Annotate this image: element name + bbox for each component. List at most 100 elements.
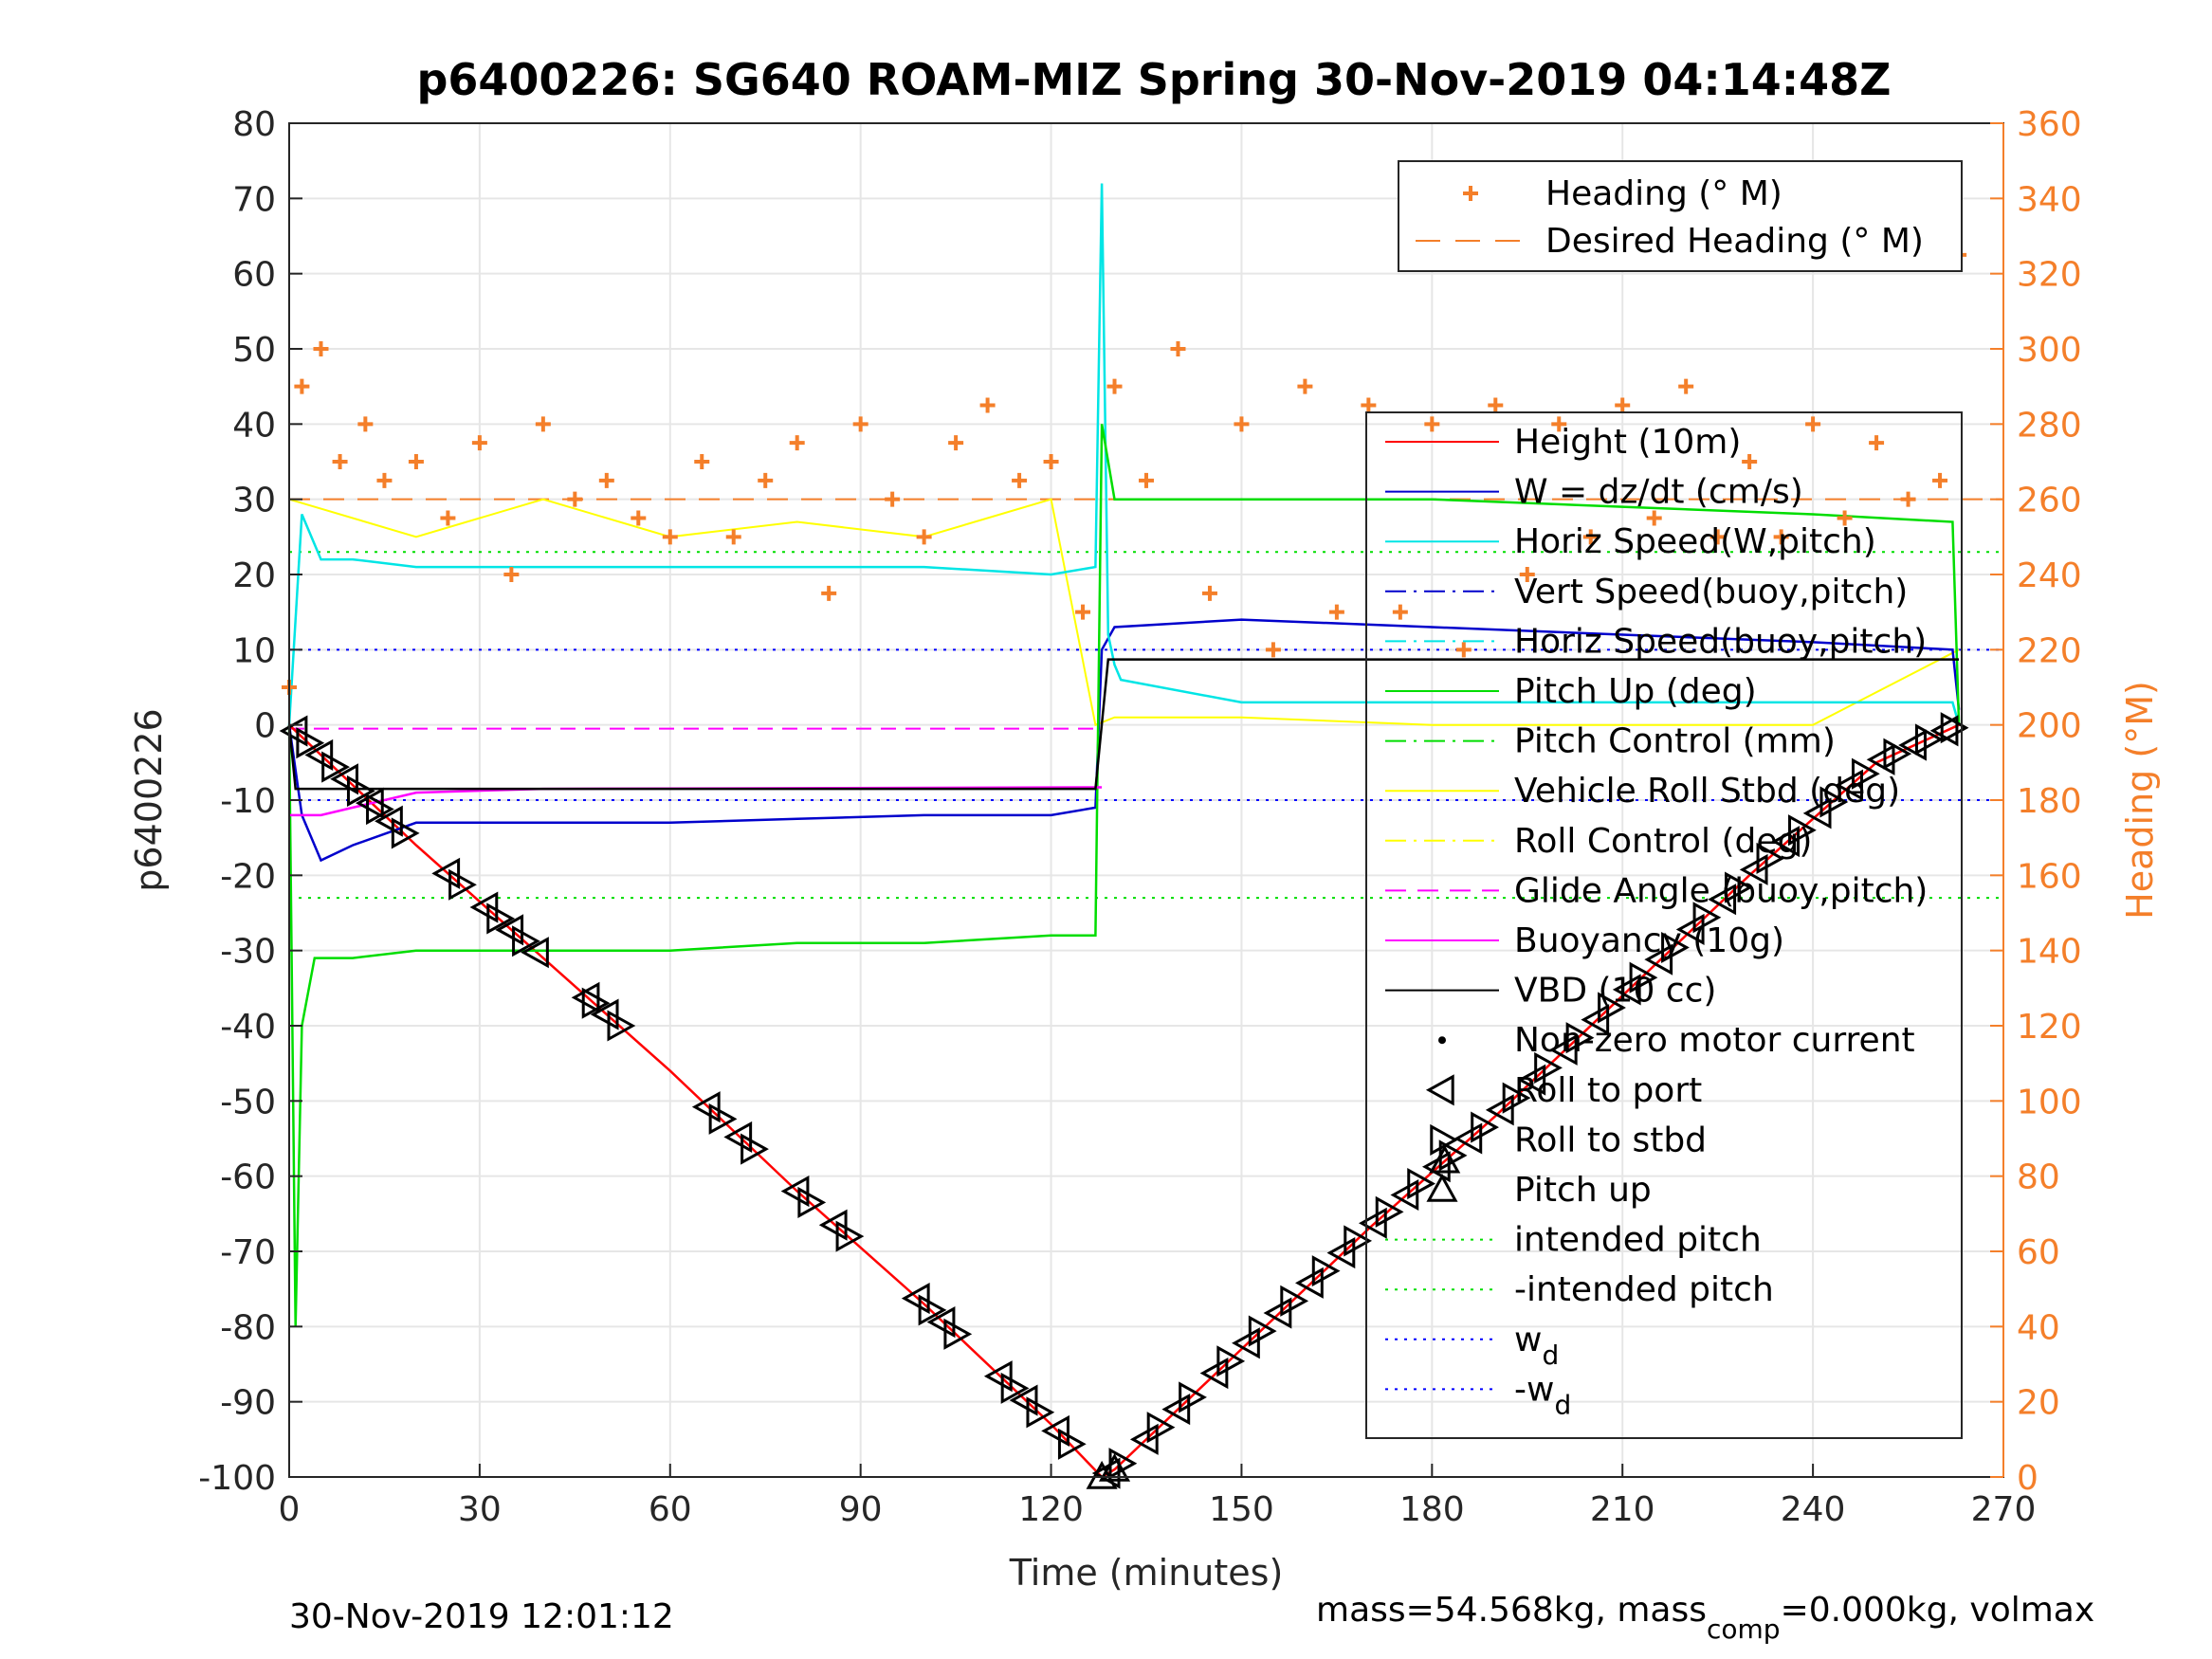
x-axis: 0 30 60 90 120 150 180 210 240 270	[279, 1464, 2036, 1529]
roll-to-stbd-marker	[607, 1010, 636, 1042]
roll-to-port-marker	[983, 1360, 1013, 1393]
roll-to-port-marker	[1041, 1414, 1069, 1447]
heading-point	[1043, 454, 1059, 469]
legend-label: Heading (° M)	[1545, 174, 1782, 213]
roll-to-stbd-marker	[296, 727, 325, 759]
roll-to-port-marker	[1485, 1094, 1514, 1126]
x-axis-label: Time (minutes)	[1009, 1552, 1284, 1594]
roll-to-stbd-marker	[1248, 1315, 1277, 1347]
roll-to-port-marker	[1581, 1004, 1610, 1036]
roll-to-stbd-marker	[1179, 1381, 1207, 1413]
roll-to-port-marker	[691, 1091, 721, 1123]
heading-point	[1328, 604, 1344, 620]
roll-to-port-marker	[926, 1306, 956, 1339]
chart-title: p6400226: SG640 ROAM-MIZ Spring 30-Nov-2…	[416, 54, 1891, 105]
y-left-tick-label: 80	[232, 105, 276, 144]
roll-to-port-marker	[1866, 743, 1895, 775]
legend-label: Vehicle Roll Stbd (deg)	[1514, 772, 1900, 811]
x-tick-label: 30	[458, 1490, 502, 1529]
roll-to-port-marker	[1675, 913, 1705, 946]
y-right-tick-label: 200	[2017, 707, 2082, 746]
y-left-tick-label: -50	[220, 1083, 276, 1121]
series-horiz-speed-w-pitch	[287, 183, 1961, 726]
legend-label: Non-zero motor current	[1514, 1021, 1915, 1060]
heading-point	[376, 472, 393, 488]
roll-to-stbd-marker	[1756, 842, 1785, 875]
heading-point	[1106, 378, 1123, 394]
heading-point	[948, 435, 964, 451]
roll-to-stbd-marker	[1788, 814, 1817, 847]
y-right-tick-label: 360	[2017, 105, 2082, 144]
y-left-tick-label: 10	[232, 631, 276, 670]
heading-point	[725, 529, 741, 545]
heading-point	[821, 585, 837, 601]
y-right-tick-label: 280	[2017, 406, 2082, 445]
heading-point	[1424, 416, 1440, 432]
heading-point	[1805, 416, 1821, 432]
heading-point	[313, 341, 329, 356]
roll-to-stbd-marker	[366, 793, 394, 826]
heading-legend-box	[1398, 160, 1963, 272]
heading-point	[1869, 435, 1885, 451]
y-left-tick-label: 50	[232, 331, 276, 370]
y-axis-label-right: Heading (°M)	[2119, 681, 2161, 920]
y-left-tick-label: 20	[232, 556, 276, 595]
series-pitch-up-deg	[287, 424, 1961, 1327]
heading-point	[332, 454, 348, 469]
roll-to-stbd-marker	[918, 1294, 947, 1326]
heading-point	[598, 472, 614, 488]
roll-to-stbd-marker	[1661, 931, 1690, 964]
roll-to-stbd-marker	[321, 751, 350, 783]
y-right-tick-label: 260	[2017, 482, 2082, 520]
series-w-dz-dt-cm-s	[287, 618, 1961, 863]
roll-to-stbd-marker	[1598, 992, 1626, 1024]
heading-point	[789, 435, 805, 451]
heading-point	[1837, 510, 1853, 526]
roll-to-port-marker	[1929, 715, 1959, 747]
legend-swatch	[1426, 1173, 1458, 1202]
roll-to-port-marker	[469, 891, 499, 923]
y-left-tick-label: -30	[220, 933, 276, 972]
roll-to-stbd-marker	[1000, 1372, 1030, 1404]
roll-to-port-marker	[1771, 826, 1801, 858]
roll-to-port-marker	[1161, 1394, 1191, 1426]
legend-label: intended pitch	[1514, 1221, 1762, 1260]
y-left-tick-label: -100	[198, 1459, 276, 1498]
roll-to-port-marker	[1802, 797, 1832, 830]
legend-label-subscript: d	[1554, 1389, 1571, 1420]
roll-to-port-marker	[1390, 1178, 1419, 1212]
roll-pitch-markers	[279, 712, 1969, 1489]
legend-label-subscript: d	[1542, 1340, 1559, 1371]
y-left-tick-label: -20	[220, 857, 276, 896]
heading-point	[567, 491, 583, 507]
y-right-tick-label: 180	[2017, 782, 2082, 821]
y-right-tick-label: 300	[2017, 331, 2082, 370]
x-tick-label: 240	[1781, 1490, 1846, 1529]
legend-label: Buoyancy (10g)	[1514, 921, 1784, 960]
heading-point	[1234, 416, 1250, 432]
y-right-tick-label: 120	[2017, 1008, 2082, 1047]
y-right-tick-label: 40	[2017, 1308, 2060, 1347]
roll-to-stbd-marker	[448, 868, 477, 901]
y-left-tick-label: -40	[220, 1008, 276, 1047]
roll-to-port-marker	[723, 1121, 753, 1153]
y-left-tick-label: -90	[220, 1384, 276, 1423]
legend-label: Roll to port	[1514, 1071, 1702, 1110]
y-left-tick-label: -70	[220, 1233, 276, 1272]
heading-point	[694, 454, 710, 469]
roll-to-stbd-marker	[346, 775, 375, 808]
x-tick-label: 60	[649, 1490, 692, 1529]
legend-swatch	[1430, 1123, 1459, 1156]
x-tick-label: 210	[1590, 1490, 1655, 1529]
heading-point	[916, 529, 932, 545]
y-axis-label-left: p6400226	[128, 708, 170, 891]
legend-label: Vert Speed(buoy,pitch)	[1514, 573, 1908, 611]
roll-to-stbd-marker	[1471, 1111, 1499, 1143]
roll-to-stbd-marker	[1375, 1195, 1404, 1228]
legend-label: Desired Heading (° M)	[1545, 222, 1924, 261]
heading-point	[1488, 397, 1504, 413]
heading-point	[1297, 378, 1313, 394]
y-left-tick-label: 0	[254, 707, 276, 746]
pitch-up-marker	[1086, 1460, 1118, 1489]
